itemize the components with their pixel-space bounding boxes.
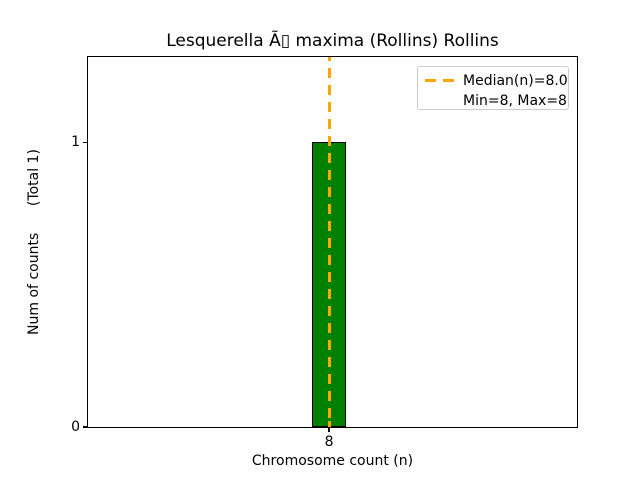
xtick-label-8: 8	[324, 434, 334, 450]
plot-area	[87, 56, 578, 428]
x-axis-label: Chromosome count (n)	[251, 453, 414, 469]
median-line	[327, 57, 331, 427]
ytick-label-0: 0	[71, 419, 80, 435]
xtick-mark-8	[328, 427, 330, 432]
legend-minmax-label: Min=8, Max=8	[463, 92, 567, 109]
legend-median-label: Median(n)=8.0	[463, 72, 568, 89]
legend-entry-minmax: Min=8, Max=8	[425, 91, 568, 110]
ytick-mark-0	[82, 426, 87, 428]
empty-swatch	[425, 99, 455, 102]
y-axis-label: Num of counts (Total 1)	[26, 149, 42, 335]
legend-entry-median: Median(n)=8.0	[425, 71, 568, 90]
median-dashed-line-swatch	[425, 79, 455, 82]
ytick-label-1: 1	[71, 134, 80, 151]
chart-title: Lesquerella Ã▯ maxima (Rollins) Rollins	[166, 31, 499, 51]
legend: Median(n)=8.0 Min=8, Max=8	[417, 66, 569, 110]
ytick-mark-1	[82, 141, 87, 144]
